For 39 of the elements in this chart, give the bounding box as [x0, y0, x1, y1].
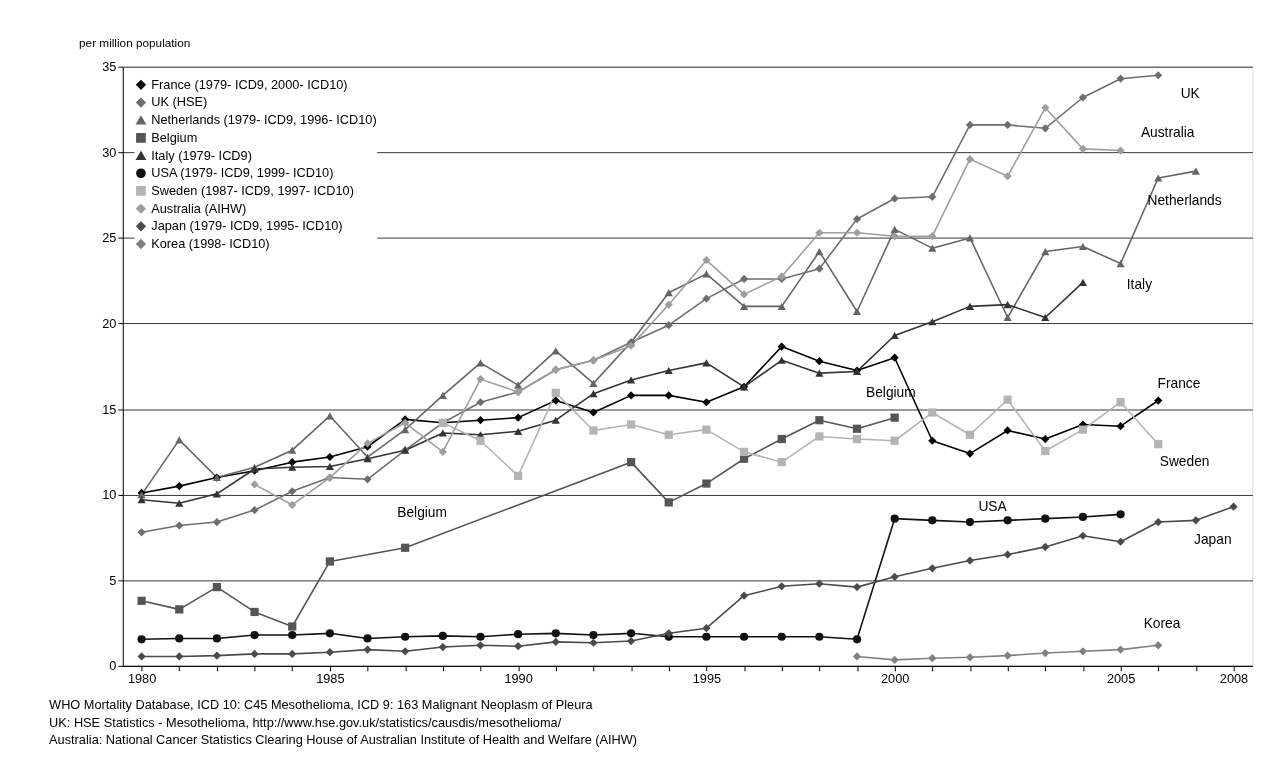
x-tick-label: 1985 — [316, 671, 345, 687]
x-tick-label: 1980 — [127, 671, 157, 687]
text: Australia: National Cancer Statistics Clearing House of Australian Institute of Health and Welfare (AIHW) — [49, 732, 638, 748]
text: WHO Mortality Database, ICD 10: C45 Mesothelioma, ICD 9: 163 Malignant Neoplasm of Pleura — [49, 697, 594, 713]
legend-label: Korea (1998- ICD10) — [151, 235, 270, 251]
y-tick-label: 20 — [102, 315, 117, 331]
annotation: USA — [978, 499, 1008, 515]
annotation: Belgium — [397, 505, 447, 521]
y-tick-label: 0 — [109, 658, 117, 674]
legend-label: France (1979- ICD9, 2000- ICD10) — [151, 76, 348, 92]
annotation: Japan — [1194, 531, 1232, 547]
y-tick-label: 15 — [102, 401, 117, 417]
y-axis-title: per million population — [79, 35, 191, 49]
legend-label: Australia (AIHW) — [151, 200, 247, 216]
annotation: Italy — [1126, 277, 1153, 293]
y-tick-label: 35 — [102, 59, 117, 75]
legend-label: Japan (1979- ICD9, 1995- ICD10) — [151, 218, 343, 234]
x-tick-label: 2005 — [1106, 671, 1136, 687]
legend-label: Belgium — [151, 129, 198, 145]
annotation: Sweden — [1159, 454, 1210, 470]
x-tick-label: 2008 — [1219, 671, 1249, 687]
annotation: Korea — [1143, 615, 1181, 631]
legend-label: Netherlands (1979- ICD9, 1996- ICD10) — [151, 112, 377, 128]
y-tick-label: 25 — [102, 230, 117, 246]
y-tick-label: 10 — [102, 487, 117, 503]
y-tick-label: 5 — [109, 572, 117, 588]
x-tick-label: 1990 — [504, 671, 533, 687]
x-tick-label: 1995 — [692, 671, 722, 687]
legend-label: Italy (1979- ICD9) — [151, 147, 252, 163]
annotation: Netherlands — [1147, 193, 1222, 209]
annotation: Australia — [1140, 124, 1195, 140]
text: UK: HSE Statistics - Mesothelioma, http://www.hse.gov.uk/statistics/causdis/mesothelioma/ — [49, 714, 562, 730]
legend-label: Sweden (1987- ICD9, 1997- ICD10) — [151, 182, 354, 198]
y-tick-label: 30 — [102, 144, 117, 160]
legend-label: UK (HSE) — [151, 94, 208, 110]
annotation: France — [1157, 376, 1201, 392]
x-tick-label: 2000 — [880, 671, 910, 687]
legend-label: USA (1979- ICD9, 1999- ICD10) — [151, 165, 334, 181]
annotation: UK — [1180, 85, 1201, 101]
